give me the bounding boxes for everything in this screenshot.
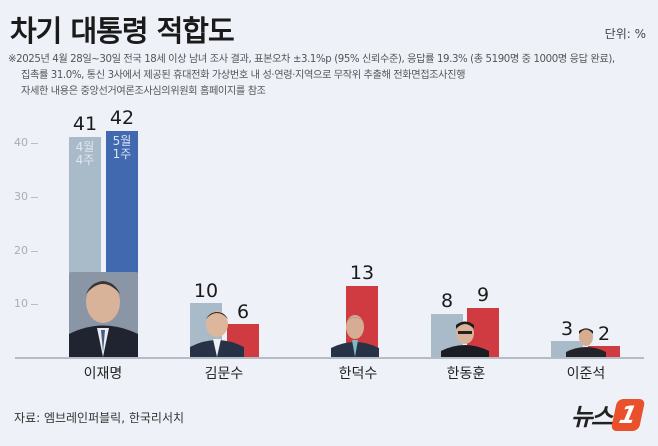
candidate-photo-kimmoonsoo <box>190 307 244 357</box>
value-handonghoon-prev: 8 <box>440 290 454 312</box>
news1-logo: 뉴스 1 <box>570 397 646 432</box>
value-handonghoon-curr: 9 <box>476 284 490 306</box>
logo-mark-icon: 1 <box>610 398 646 431</box>
candidate-photo-handucksoo <box>331 312 379 357</box>
candidate-name-kimmoonsoo: 김문수 <box>204 366 244 382</box>
source-label: 자료: 엠브레인퍼블릭, 한국리서치 <box>14 411 185 425</box>
legend-label-prev: 4월 4주 <box>75 140 95 167</box>
value-kimmoonsoo-curr: 6 <box>236 301 250 323</box>
value-leejaemyung-prev: 41 <box>72 113 98 135</box>
candidate-photo-handonghoon <box>441 319 489 357</box>
note-line-1: ※2025년 4월 28일~30일 전국 18세 이상 남녀 조사 결과, 표본… <box>8 54 615 65</box>
value-leejunseok-prev: 3 <box>560 318 574 340</box>
candidate-photo-leejunseok <box>566 326 606 357</box>
legend-label-curr: 5월 1주 <box>112 134 132 161</box>
y-tick-40: 40 <box>14 136 44 149</box>
note-line-3: 자세한 내용은 중앙선거여론조사심의위원회 홈페이지를 참조 <box>21 86 266 97</box>
unit-label: 단위: % <box>604 27 646 41</box>
x-axis-baseline <box>15 357 644 359</box>
y-tick-10: 10 <box>14 297 44 310</box>
y-tick-30: 30 <box>14 190 44 203</box>
value-handucksoo-curr: 13 <box>349 262 375 284</box>
page-title: 차기 대통령 적합도 <box>10 14 235 48</box>
candidate-photo-leejaemyung <box>69 272 138 357</box>
candidate-name-handonghoon: 한동훈 <box>446 366 486 382</box>
y-tick-20: 20 <box>14 244 44 257</box>
value-leejaemyung-curr: 42 <box>109 107 135 129</box>
logo-text: 뉴스 <box>570 403 613 431</box>
survey-notes: ※2025년 4월 28일~30일 전국 18세 이상 남녀 조사 결과, 표본… <box>8 52 615 100</box>
value-leejunseok-curr: 2 <box>597 323 611 345</box>
value-kimmoonsoo-prev: 10 <box>193 280 219 302</box>
candidate-name-leejaemyung: 이재명 <box>83 366 123 382</box>
candidate-name-handucksoo: 한덕수 <box>338 366 378 382</box>
note-line-2: 집촉률 31.0%, 통신 3사에서 제공된 휴대전화 가상번호 내 성·연령·… <box>21 70 466 81</box>
candidate-name-leejunseok: 이준석 <box>566 366 606 382</box>
